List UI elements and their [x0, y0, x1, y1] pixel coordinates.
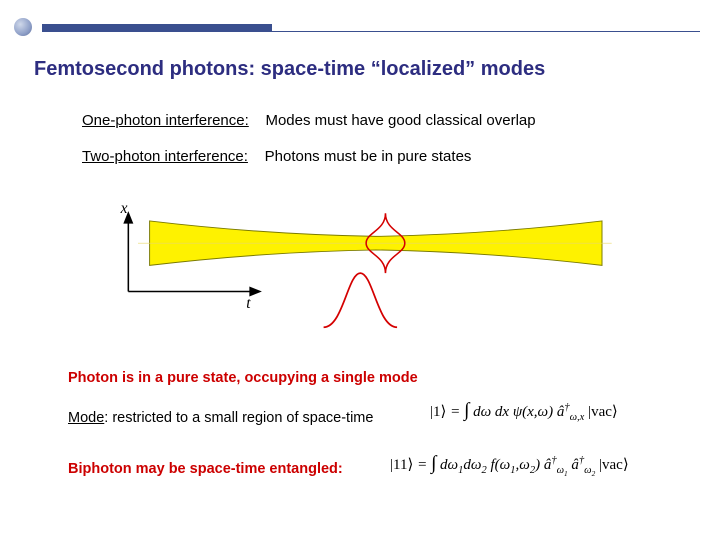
two-photon-line: Two-photon interference: Photons must be…	[82, 148, 471, 165]
mode-label: Mode	[68, 410, 104, 426]
pure-state-caption: Photon is in a pure state, occupying a s…	[68, 370, 418, 386]
page-title: Femtosecond photons: space-time “localiz…	[34, 58, 545, 81]
two-photon-label: Two-photon interference:	[82, 148, 248, 165]
biphoton-caption: Biphoton may be space-time entangled:	[68, 461, 343, 477]
formula-biphoton: |11⟩ = ∫ dω1dω2 f(ω1,ω2) â†ω1 â†ω2 |vac⟩	[390, 453, 629, 478]
mode-text: : restricted to a small region of space-…	[104, 410, 373, 426]
pulse-below	[324, 273, 397, 327]
one-photon-line: One-photon interference: Modes must have…	[82, 112, 536, 129]
two-photon-text: Photons must be in pure states	[265, 148, 472, 165]
spacetime-diagram: x t	[100, 190, 640, 335]
mode-line: Mode: restricted to a small region of sp…	[68, 410, 373, 426]
header-rule	[20, 24, 700, 34]
x-axis-label: x	[120, 200, 128, 217]
t-axis-label: t	[246, 295, 251, 312]
formula-one-photon: |1⟩ = ∫ dω dx ψ(x,ω) â†ω,x |vac⟩	[430, 400, 618, 423]
one-photon-label: One-photon interference:	[82, 112, 249, 129]
one-photon-text: Modes must have good classical overlap	[265, 112, 535, 129]
